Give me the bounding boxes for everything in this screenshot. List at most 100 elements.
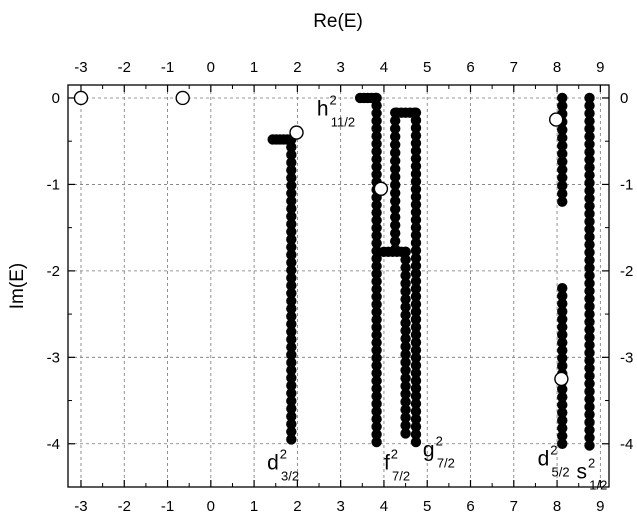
data-point-open: [554, 371, 569, 387]
data-point-filled: [584, 193, 595, 204]
data-point-filled: [584, 293, 595, 304]
data-point-filled: [400, 309, 411, 321]
data-point-filled: [584, 316, 595, 328]
data-point-filled: [410, 207, 422, 218]
data-point-filled: [410, 237, 422, 249]
data-point-filled: [389, 115, 401, 126]
data-point-filled: [371, 383, 382, 394]
data-point-filled: [371, 329, 382, 341]
x-tick-label-top: -3: [74, 59, 87, 76]
x-tick-label-bottom: 7: [510, 498, 518, 515]
data-point-filled: [410, 291, 422, 302]
data-point-filled: [557, 352, 568, 364]
data-point-filled: [371, 215, 382, 226]
data-point-filled: [410, 421, 422, 432]
data-point-filled: [557, 132, 568, 144]
data-point-filled: [557, 329, 568, 341]
data-point-filled: [584, 231, 595, 243]
data-point-filled: [557, 290, 568, 302]
data-point-filled: [371, 337, 382, 348]
data-point-filled: [286, 334, 297, 345]
data-point-filled: [389, 147, 401, 159]
data-point-filled: [557, 399, 568, 411]
annotation-label: d2 3/2: [267, 447, 299, 484]
data-point-filled: [410, 153, 422, 164]
data-point-filled: [371, 130, 382, 142]
x-axis-title: Re(E): [313, 11, 363, 32]
data-point-filled: [557, 345, 568, 356]
annotation-label: h2 11/2: [317, 92, 355, 129]
data-point-filled: [286, 434, 297, 445]
data-point-filled: [410, 383, 422, 394]
data-point-filled: [286, 395, 297, 407]
data-point-filled: [400, 357, 411, 368]
data-point-filled: [557, 407, 568, 418]
data-point-filled: [410, 406, 422, 417]
data-point-filled: [557, 196, 568, 207]
data-point-filled: [584, 301, 595, 312]
y-tick-label-right: -1: [620, 176, 633, 193]
data-point-filled: [584, 424, 595, 436]
data-point-filled: [584, 154, 595, 165]
data-point-filled: [410, 314, 422, 325]
data-point-filled: [371, 375, 382, 387]
data-point-filled: [371, 268, 382, 280]
data-point-open: [289, 125, 304, 140]
data-point-filled: [400, 294, 411, 305]
data-point-filled: [410, 367, 422, 379]
data-point-filled: [371, 306, 382, 318]
data-point-filled: [371, 314, 382, 325]
data-point-filled: [557, 172, 568, 183]
data-point-filled: [371, 199, 382, 211]
annotation-subscript: 7/2: [437, 456, 455, 471]
data-point-filled: [371, 153, 382, 165]
data-point-filled: [400, 349, 411, 360]
annotation-superscript: 2: [330, 92, 337, 107]
annotation-subscript: 1/2: [589, 477, 607, 492]
data-point-filled: [410, 115, 422, 126]
data-point-filled: [389, 227, 401, 239]
data-point-filled: [584, 370, 595, 382]
data-point-filled: [400, 388, 411, 400]
x-tick-label-bottom: 1: [250, 498, 258, 515]
data-point-filled: [286, 418, 297, 430]
annotations: d2 3/2h2 11/2f2 7/2g2 7/2 d2 5/2 s2 1/2: [267, 92, 607, 492]
data-point-filled: [410, 161, 422, 172]
data-point-filled: [410, 245, 422, 256]
data-point-filled: [410, 390, 422, 402]
data-point-filled: [389, 131, 401, 142]
data-point-filled: [286, 326, 297, 337]
data-point-filled: [371, 276, 382, 287]
data-point-filled: [286, 341, 297, 353]
x-tick-label-bottom: -3: [74, 498, 87, 515]
y-tick-label-right: 0: [620, 90, 628, 107]
data-point-filled: [371, 161, 382, 172]
data-point-filled: [584, 401, 595, 413]
data-point-filled: [389, 123, 401, 134]
x-tick-label-top: 1: [250, 59, 258, 76]
data-point-filled: [371, 222, 382, 234]
data-point-filled: [371, 108, 382, 119]
data-point-filled: [410, 191, 422, 203]
data-point-filled: [584, 123, 595, 135]
data-point-filled: [371, 368, 382, 379]
data-point-filled: [286, 372, 297, 384]
annotation-superscript: 2: [280, 447, 287, 462]
data-point-filled: [584, 100, 595, 111]
data-point-filled: [410, 360, 422, 371]
data-point-filled: [371, 436, 382, 448]
data-point-filled: [389, 211, 401, 223]
data-point-filled: [389, 155, 401, 167]
data-point-filled: [286, 265, 297, 276]
data-point-filled: [410, 145, 422, 157]
data-point-filled: [371, 230, 382, 241]
data-points: [73, 90, 595, 451]
data-point-filled: [286, 288, 297, 299]
data-point-filled: [389, 219, 401, 231]
data-point-filled: [410, 283, 422, 295]
data-point-filled: [410, 107, 422, 118]
data-point-filled: [371, 123, 382, 134]
data-point-filled: [286, 357, 297, 368]
data-point-filled: [286, 365, 297, 376]
data-point-filled: [286, 272, 297, 284]
